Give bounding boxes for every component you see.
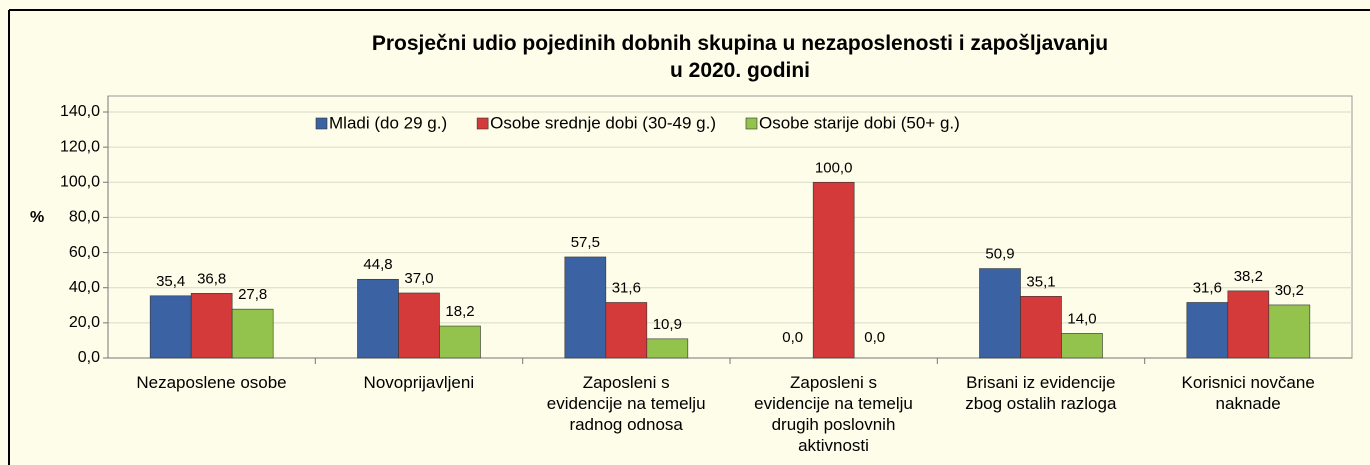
data-label: 38,2: [1234, 268, 1263, 285]
y-tick-label: 60,0: [69, 244, 100, 261]
legend-label: Osobe starije dobi (50+ g.): [759, 113, 960, 132]
bar: [979, 268, 1021, 359]
data-label: 50,9: [985, 246, 1014, 263]
data-label: 10,9: [653, 316, 682, 333]
legend-label: Osobe srednje dobi (30-49 g.): [490, 113, 716, 132]
y-tick-label: 40,0: [69, 279, 100, 296]
data-label: 44,8: [363, 256, 392, 273]
bar: [149, 295, 192, 359]
y-tick-label: 120,0: [60, 138, 100, 155]
legend-swatch: [745, 117, 758, 130]
x-tick-label: Novoprijavljeni: [363, 373, 475, 392]
legend-swatch: [315, 117, 328, 130]
y-tick-label: 0,0: [78, 349, 100, 366]
legend-label: Mladi (do 29 g.): [329, 113, 447, 132]
x-tick-label: Nezaposlene osobe: [136, 373, 287, 392]
x-tick-label: Zaposleni s evidencije na temelju radnog…: [546, 373, 706, 434]
data-label: 14,0: [1067, 310, 1096, 327]
data-label: 30,2: [1275, 282, 1304, 299]
data-label: 0,0: [864, 329, 885, 346]
plot-area: [107, 95, 1353, 359]
legend-swatch: [476, 117, 489, 130]
data-label: 0,0: [782, 329, 803, 346]
data-label: 37,0: [404, 270, 433, 287]
data-label: 18,2: [445, 303, 474, 320]
data-label: 36,8: [197, 270, 226, 287]
bar: [1186, 302, 1229, 359]
data-label: 57,5: [571, 234, 600, 251]
bar: [564, 256, 607, 359]
data-label: 35,1: [1026, 273, 1055, 290]
data-label: 27,8: [238, 286, 267, 303]
bar: [1061, 333, 1103, 359]
y-tick-label: 20,0: [69, 314, 100, 331]
bar: [439, 325, 481, 359]
bar: [1227, 290, 1270, 359]
y-tick-label: 140,0: [60, 103, 100, 120]
data-label: 31,6: [612, 279, 641, 296]
bar: [605, 302, 648, 359]
bar: [231, 308, 274, 359]
y-tick-label: 100,0: [60, 174, 100, 191]
x-tick-label: Zaposleni s evidencije na temelju drugih…: [754, 373, 913, 455]
bar: [398, 292, 440, 359]
chart-title: Prosječni udio pojedinih dobnih skupina …: [371, 32, 1109, 82]
y-axis-label: %: [30, 209, 44, 226]
bar: [357, 278, 399, 359]
data-label: 100,0: [815, 159, 853, 176]
data-label: 31,6: [1193, 279, 1222, 296]
bar: [1020, 296, 1062, 359]
bar: [812, 181, 855, 359]
bar: [190, 293, 233, 359]
x-tick-label: Korisnici novčane naknade: [1181, 373, 1315, 413]
bar: [1268, 304, 1311, 359]
data-label: 35,4: [156, 273, 185, 290]
y-tick-label: 80,0: [69, 209, 100, 226]
bar: [646, 338, 689, 359]
x-tick-label: Brisani iz evidencije zbog ostalih razlo…: [965, 373, 1117, 413]
